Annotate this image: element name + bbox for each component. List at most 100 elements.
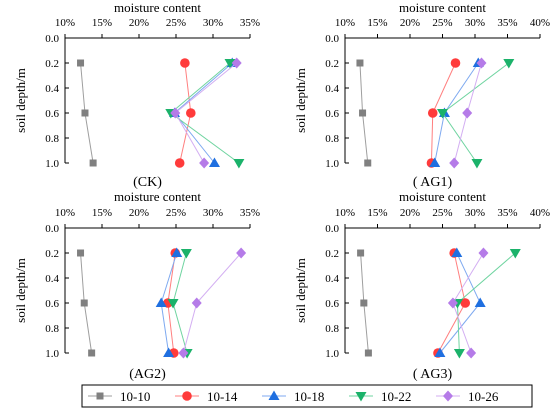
legend-label: 10-26 (468, 389, 499, 404)
series-10-22 (437, 59, 515, 169)
series-10-18 (434, 247, 486, 357)
x-tick-label: 15% (92, 207, 112, 219)
series-10-10 (356, 59, 372, 167)
panel-caption: (CK) (133, 175, 162, 190)
series-10-18 (155, 247, 183, 357)
x-tick-label: 35% (497, 17, 517, 29)
data-point (231, 57, 242, 69)
data-point (80, 299, 88, 307)
x-tick-label: 15% (367, 17, 387, 29)
panel-caption: (AG2) (129, 367, 166, 382)
data-point (208, 157, 220, 167)
data-point (77, 249, 85, 257)
data-point (167, 299, 179, 309)
data-point (450, 58, 461, 68)
legend-label: 10-18 (294, 389, 324, 404)
data-point (434, 347, 446, 357)
x-tick-label: 20% (400, 207, 420, 219)
data-point (478, 247, 489, 259)
series-10-10 (357, 249, 372, 357)
legend-label: 10-10 (120, 389, 150, 404)
series-10-26 (178, 247, 247, 359)
series-10-10 (77, 59, 97, 167)
y-axis-title: soil depth/m (13, 68, 28, 133)
x-tick-label: 25% (166, 207, 186, 219)
data-point (81, 109, 89, 117)
x-tick-label: 30% (465, 207, 485, 219)
legend-marker (182, 391, 192, 401)
y-tick-label: 0.0 (325, 33, 339, 45)
legend-item: 10-10 (88, 389, 150, 404)
panel-caption: ( AG1) (413, 175, 453, 190)
data-point (462, 107, 473, 119)
x-tick-label: 25% (166, 17, 186, 29)
x-tick-label: 20% (129, 17, 149, 29)
y-tick-label: 0.6 (45, 108, 59, 120)
x-tick-label: 20% (129, 207, 149, 219)
data-point (88, 349, 96, 357)
panel-caption: ( AG3) (413, 367, 453, 382)
x-axis-title: moisture content (114, 189, 201, 204)
data-point (359, 109, 367, 117)
y-tick-label: 0.2 (325, 58, 339, 70)
series-10-26 (170, 57, 242, 169)
legend-item: 10-18 (262, 389, 324, 404)
data-point (503, 59, 515, 69)
data-point (429, 157, 441, 167)
x-tick-label: 20% (400, 17, 420, 29)
y-axis-title: soil depth/m (293, 258, 308, 323)
series-10-22 (167, 249, 193, 359)
x-tick-label: 35% (240, 17, 260, 29)
data-point (453, 349, 465, 359)
data-point (449, 157, 460, 169)
data-point (155, 297, 167, 307)
x-tick-label: 35% (240, 207, 260, 219)
legend-marker (268, 390, 280, 400)
data-point (427, 108, 438, 118)
data-point (180, 58, 190, 68)
legend-label: 10-14 (207, 389, 238, 404)
y-tick-label: 0.2 (325, 248, 339, 260)
data-point (447, 297, 458, 309)
x-tick-label: 10% (335, 17, 355, 29)
chart-panel-1: moisture content 10% 15% 20% 25% 30% 35% 0.0 0.2… (13, 0, 260, 190)
chart-panel-3: moisture content 10% 15% 20% 25% 30% 35% 0.0 0.2… (13, 189, 260, 382)
y-tick-label: 0.2 (45, 58, 59, 70)
x-tick-label: 40% (530, 17, 550, 29)
series-10-26 (447, 247, 489, 359)
legend-frame (81, 384, 533, 408)
data-point (451, 247, 463, 257)
series-10-10 (77, 249, 96, 357)
x-tick-label: 10% (335, 207, 355, 219)
x-tick-label: 10% (55, 207, 75, 219)
legend-marker (443, 390, 453, 402)
chart-panel-2: moisture content 10% 15% 20% 25% 30% 35% 40% 0.0… (293, 0, 550, 190)
legend-item: 10-14 (175, 389, 238, 404)
data-point (233, 159, 245, 169)
y-tick-label: 0.8 (325, 323, 339, 335)
data-point (77, 59, 85, 67)
x-tick-label: 35% (497, 207, 517, 219)
series-10-26 (449, 57, 487, 169)
data-point (163, 347, 175, 357)
series-10-14 (174, 58, 196, 168)
x-tick-label: 30% (465, 17, 485, 29)
y-tick-label: 0.0 (45, 33, 59, 45)
data-point (364, 159, 372, 167)
data-point (460, 298, 471, 308)
data-point (437, 109, 448, 119)
y-tick-label: 0.8 (325, 133, 339, 145)
x-tick-label: 10% (55, 17, 75, 29)
y-tick-label: 0.0 (45, 223, 59, 235)
data-point (466, 347, 477, 359)
series-line (174, 62, 237, 164)
y-axis-title: soil depth/m (293, 68, 308, 133)
data-point (476, 57, 487, 69)
y-tick-label: 0.8 (45, 323, 59, 335)
x-axis-title: moisture content (399, 189, 486, 204)
data-point (471, 159, 483, 169)
legend-marker (355, 392, 367, 402)
x-tick-label: 40% (530, 207, 550, 219)
legend-label: 10-22 (381, 389, 411, 404)
